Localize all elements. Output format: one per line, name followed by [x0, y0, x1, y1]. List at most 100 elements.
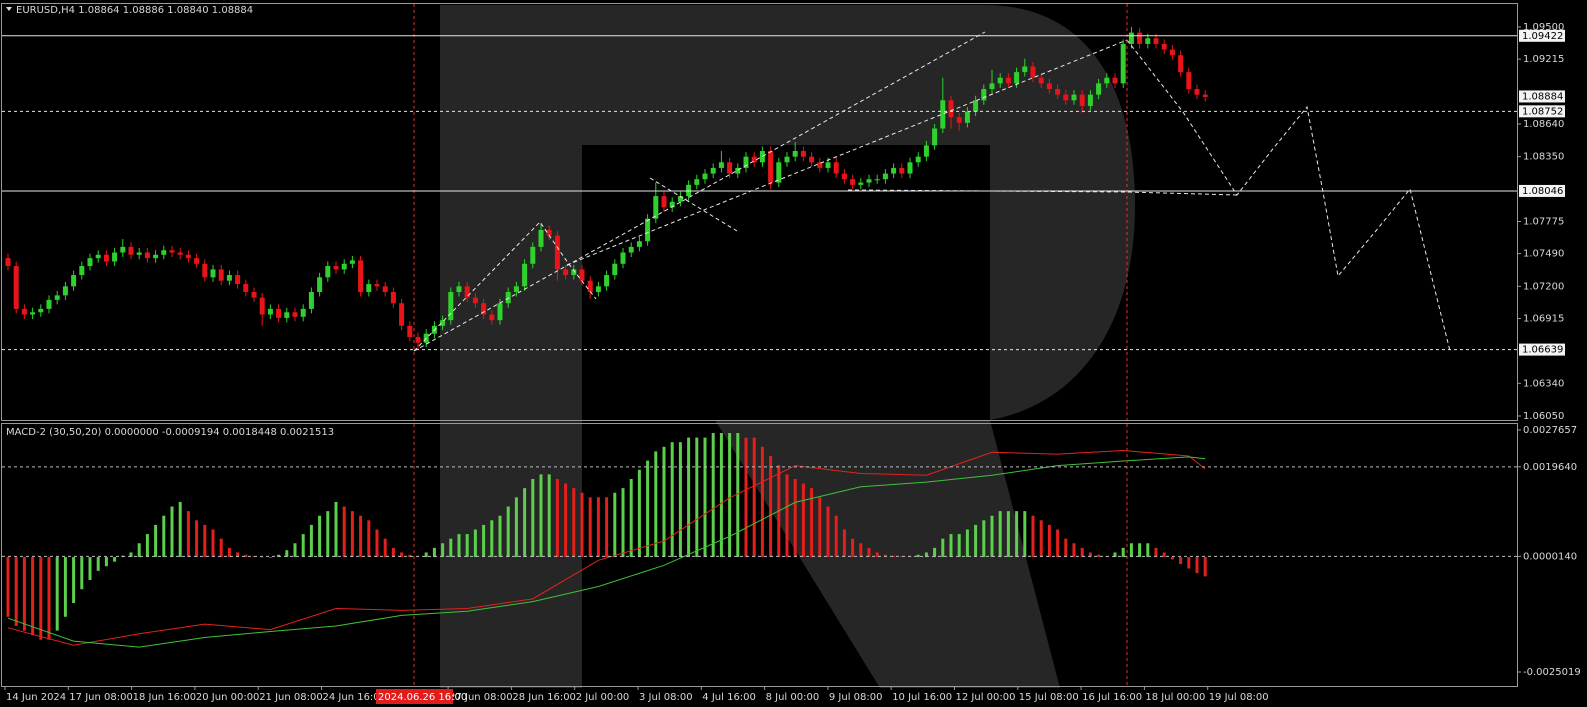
candle-body	[735, 167, 741, 174]
histogram-bar	[1072, 543, 1076, 558]
histogram-bar	[96, 557, 100, 571]
candle-body	[210, 269, 216, 278]
candle-body	[940, 100, 946, 129]
histogram-bar	[1154, 547, 1158, 558]
x-tick-label: 18 Jul 00:00	[1145, 692, 1205, 703]
candle-body	[866, 179, 872, 183]
histogram-bar	[916, 554, 920, 558]
candle-body	[1145, 38, 1151, 44]
histogram-bar	[129, 552, 133, 558]
candle-body	[169, 250, 175, 253]
histogram-bar	[260, 557, 264, 558]
histogram-bar	[473, 529, 477, 558]
candle-body	[759, 151, 765, 163]
histogram-bar	[1064, 538, 1068, 558]
histogram-bar	[596, 497, 600, 558]
histogram-bar	[1146, 543, 1150, 558]
candle-body	[595, 286, 601, 292]
histogram-bar	[162, 515, 166, 558]
histogram-bar	[785, 474, 789, 558]
candle-body	[440, 320, 446, 326]
y-tick-label: 1.09500	[1523, 22, 1564, 33]
x-tick-label: 21 Jun 08:00	[259, 692, 323, 703]
candle-body	[407, 325, 413, 338]
histogram-bar	[1203, 557, 1207, 577]
histogram-bar	[974, 524, 978, 558]
candle-body	[1112, 77, 1118, 84]
histogram-bar	[883, 554, 887, 558]
histogram-bar	[539, 474, 543, 558]
histogram-bar	[506, 506, 510, 558]
candle-body	[981, 89, 987, 101]
histogram-bar	[482, 524, 486, 558]
candle-body	[628, 246, 634, 253]
histogram-bar	[72, 557, 76, 604]
histogram-bar	[424, 552, 428, 558]
histogram-bar	[769, 455, 773, 558]
x-tick-label: 12 Jul 00:00	[956, 692, 1016, 703]
histogram-bar	[268, 557, 272, 558]
candle-body	[1202, 94, 1208, 97]
candle-body	[645, 218, 651, 242]
candle-body	[62, 286, 68, 296]
candle-body	[1178, 55, 1184, 73]
histogram-bar	[145, 534, 149, 558]
histogram-bar	[1015, 511, 1019, 558]
candle-body	[333, 266, 339, 270]
histogram-bar	[113, 557, 117, 562]
candle-body	[1153, 38, 1159, 44]
candle-body	[809, 156, 815, 163]
y-tick-label: 0.0027657	[1523, 425, 1577, 436]
candle-body	[103, 254, 109, 262]
candle-body	[964, 111, 970, 123]
candle-body	[300, 308, 306, 317]
histogram-bar	[203, 524, 207, 558]
candle-body	[833, 162, 839, 174]
x-tick-label: 15 Jul 08:00	[1019, 692, 1079, 703]
candle-body	[800, 151, 806, 157]
histogram-bar	[760, 446, 764, 558]
level-label: 1.08752	[1522, 106, 1563, 117]
x-tick-label: 24 Jun 16:00	[323, 692, 387, 703]
current-price-label: 1.08884	[1522, 91, 1563, 102]
x-tick-label: 2 Jul 00:00	[576, 692, 630, 703]
watermark-stem	[440, 5, 582, 688]
candle-body	[874, 179, 880, 181]
histogram-bar	[752, 437, 756, 558]
histogram-bar	[301, 534, 305, 558]
histogram-bar	[1121, 547, 1125, 558]
histogram-bar	[14, 557, 18, 626]
candle-body	[792, 151, 798, 157]
candle-body	[218, 269, 224, 281]
candle-body	[513, 286, 519, 292]
candle-body	[612, 263, 618, 276]
candle-body	[956, 117, 962, 123]
candle-body	[235, 275, 241, 285]
histogram-bar	[350, 511, 354, 558]
histogram-bar	[367, 520, 371, 558]
histogram-bar	[391, 547, 395, 558]
x-tick-label: 20 Jun 00:00	[196, 692, 260, 703]
candle-body	[669, 201, 675, 208]
histogram-bar	[810, 488, 814, 558]
candle-body	[341, 263, 347, 270]
candle-body	[243, 284, 249, 292]
x-tick-label: 28 Jun 16:00	[512, 692, 576, 703]
candle-body	[128, 246, 134, 255]
candle-body	[1087, 94, 1093, 106]
candle-body	[259, 297, 265, 315]
histogram-bar	[219, 538, 223, 558]
candle-body	[5, 258, 11, 267]
histogram-bar	[933, 547, 937, 558]
histogram-bar	[1031, 515, 1035, 558]
histogram-bar	[662, 446, 666, 558]
candle-body	[349, 260, 355, 264]
forecast-line	[1126, 39, 1451, 352]
histogram-bar	[924, 552, 928, 558]
candle-body	[1022, 66, 1028, 73]
histogram-bar	[1080, 547, 1084, 558]
histogram-bar	[949, 534, 953, 558]
histogram-bar	[31, 557, 35, 636]
histogram-bar	[941, 538, 945, 558]
candle-body	[973, 100, 979, 112]
